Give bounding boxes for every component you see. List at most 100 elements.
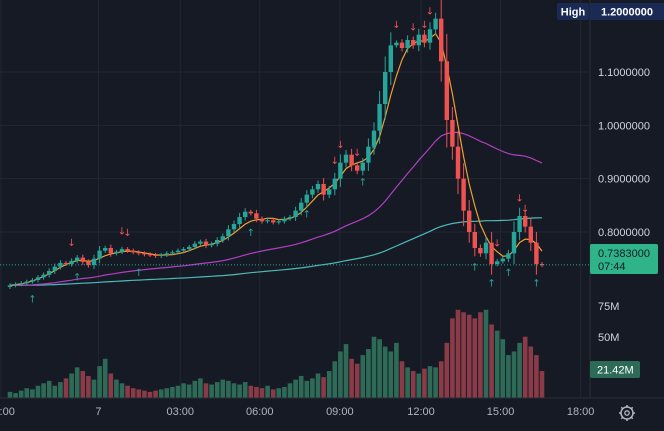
volume-bar (153, 390, 158, 398)
candle-body (237, 217, 242, 224)
candle-body (209, 243, 214, 246)
volume-bar (416, 373, 422, 398)
volume-bar (522, 336, 528, 398)
down-arrow-icon: ↓ (353, 148, 361, 159)
volume-bar (410, 371, 416, 398)
volume-bar (326, 371, 332, 398)
candle-body (75, 257, 80, 261)
volume-bar (248, 385, 254, 398)
candle-body (35, 277, 41, 280)
candle-countdown: 07:44 (598, 261, 626, 273)
down-arrow-icon: ↓ (118, 226, 126, 237)
candle-body (411, 40, 416, 46)
volume-bar (91, 379, 97, 398)
candle-body (394, 42, 399, 46)
volume-bar (30, 389, 35, 398)
down-arrow-icon: ↓ (67, 238, 75, 249)
up-arrow-icon: ↑ (532, 279, 540, 290)
volume-bar (287, 383, 293, 398)
candle-body (495, 261, 500, 264)
volume-tick-label: 75M (598, 301, 619, 313)
candle-body (108, 248, 113, 254)
candle-body (24, 281, 29, 284)
down-arrow-icon: ↓ (437, 39, 445, 50)
candle-body (377, 104, 382, 131)
candle-body (455, 146, 461, 179)
volume-bar (136, 389, 142, 398)
candlesticks[interactable] (7, 0, 545, 289)
volume-bar (203, 383, 209, 398)
volume-bar (164, 388, 170, 398)
up-arrow-icon: ↑ (471, 263, 479, 274)
candle-body (450, 120, 455, 147)
volume-bar (511, 351, 517, 398)
price-axis[interactable]: 1.1000000 1.0000000 0.9000000 0.8000000 (598, 67, 650, 239)
time-tick-label: 06:00 (246, 406, 274, 418)
volume-bar (108, 373, 114, 398)
candle-body (125, 249, 130, 251)
down-arrow-icon: ↓ (331, 156, 339, 167)
candle-body (47, 270, 52, 275)
volume-value-badge: 21.42M (590, 361, 640, 378)
volume-bar (254, 386, 259, 398)
up-arrow-icon: ↑ (359, 177, 367, 188)
volume-bar (450, 318, 455, 398)
volume-bar (310, 378, 315, 398)
volume-bar (114, 379, 119, 398)
volume-bar (455, 309, 461, 398)
volume-bar (130, 388, 136, 398)
candle-body (198, 241, 203, 244)
high-value: 1.2000000 (601, 7, 653, 19)
volume-bar (259, 388, 265, 398)
volume-bar (371, 336, 377, 398)
candle-body (371, 130, 377, 147)
candle-body (489, 242, 494, 264)
volume-bar (242, 382, 248, 398)
down-arrow-icon: ↓ (426, 7, 434, 18)
volume-bar (265, 385, 270, 398)
candle-body (254, 213, 259, 219)
candle-body (528, 226, 533, 243)
volume-bar (517, 342, 522, 398)
volume-bar (483, 309, 489, 398)
candle-body (7, 285, 13, 287)
time-axis[interactable]: 21:00 7 03:00 06:00 09:00 12:00 15:00 18:00 (0, 406, 594, 418)
down-arrow-icon: ↓ (336, 140, 344, 151)
candle-body (349, 154, 354, 166)
volume-bar (360, 355, 366, 398)
down-arrow-icon: ↓ (392, 20, 400, 31)
volume-bar (63, 378, 69, 398)
volume-bar (35, 385, 41, 398)
candle-body (187, 246, 192, 250)
volume-bar (74, 367, 80, 398)
candle-body (467, 210, 472, 232)
signal-arrows: ↓↓↓↓↓↓↓ ↓ ↓↓↓↓↓↓↑↑ ↑↑↑↑↑↑↑↑↑ (28, 7, 540, 306)
price-badge-background (590, 244, 658, 274)
candle-body (500, 258, 505, 262)
volume-bar (270, 389, 276, 398)
down-arrow-icon: ↓ (420, 20, 428, 31)
candle-body (388, 45, 393, 72)
volume-bar (170, 386, 175, 398)
candle-body (327, 189, 332, 195)
down-arrow-icon: ↓ (493, 239, 501, 250)
down-arrow-icon: ↓ (515, 193, 523, 204)
volume-bar (366, 349, 371, 398)
volume-bar (506, 355, 511, 398)
candle-body (355, 165, 360, 171)
slow-moving-average-line (10, 217, 543, 286)
volume-bar (125, 385, 130, 398)
volume-bar (332, 361, 338, 398)
candle-body (86, 261, 91, 266)
candle-body (427, 29, 433, 43)
grid-lines (0, 0, 590, 398)
candle-body (231, 224, 237, 230)
volume-bar (444, 342, 450, 398)
candle-body (103, 248, 108, 251)
volume-bar (142, 390, 147, 398)
up-arrow-icon: ↑ (247, 228, 255, 239)
settings-button[interactable] (619, 405, 635, 421)
candle-body (226, 229, 231, 237)
time-tick-label: 21:00 (0, 406, 15, 418)
